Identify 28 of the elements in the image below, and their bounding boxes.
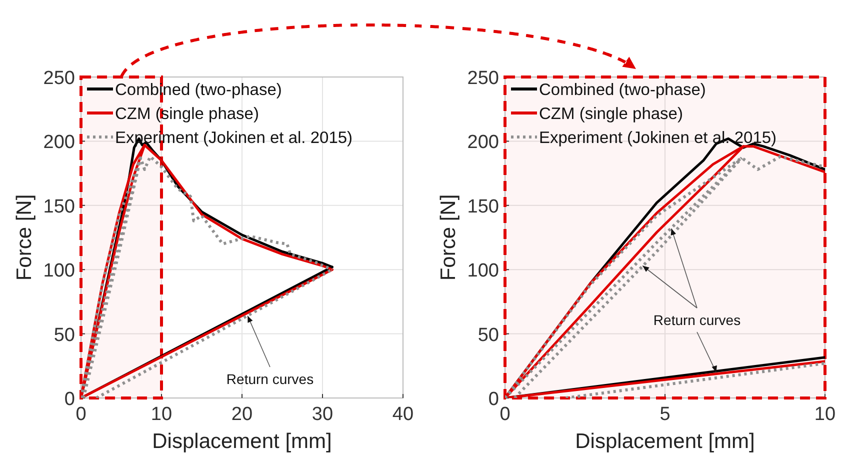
x-axis-title: Displacement [mm] [575, 430, 755, 453]
x-tick-label: 5 [660, 404, 670, 425]
x-tick-label: 20 [231, 404, 253, 425]
x-tick-label: 40 [392, 404, 414, 425]
x-tick-label: 30 [312, 404, 334, 425]
y-tick-label: 150 [43, 196, 75, 218]
y-axis-title: Force [N] [13, 194, 36, 281]
x-tick-label: 10 [814, 404, 836, 425]
y-tick-label: 100 [467, 260, 499, 282]
legend-label: Combined (two-phase) [539, 81, 706, 99]
y-tick-label: 200 [43, 132, 75, 154]
legend-label: Combined (two-phase) [115, 81, 282, 99]
y-tick-label: 0 [64, 389, 75, 410]
y-tick-label: 250 [43, 68, 75, 89]
y-tick-label: 50 [54, 324, 75, 346]
annotation: Return curves [226, 371, 314, 387]
y-tick-label: 100 [43, 260, 75, 282]
x-tick-label: 10 [150, 404, 172, 425]
legend-label: CZM (single phase) [539, 105, 683, 123]
x-axis-title: Displacement [mm] [152, 430, 332, 453]
annotation: Return curves [653, 312, 741, 328]
y-axis-title: Force [N] [437, 194, 460, 281]
y-tick-label: 150 [467, 196, 499, 218]
y-tick-label: 50 [478, 324, 499, 346]
legend-label: Experiment (Jokinen et al. 2015) [115, 129, 353, 147]
y-tick-label: 250 [467, 68, 499, 89]
y-tick-label: 200 [467, 132, 499, 154]
y-tick-label: 0 [488, 389, 499, 410]
